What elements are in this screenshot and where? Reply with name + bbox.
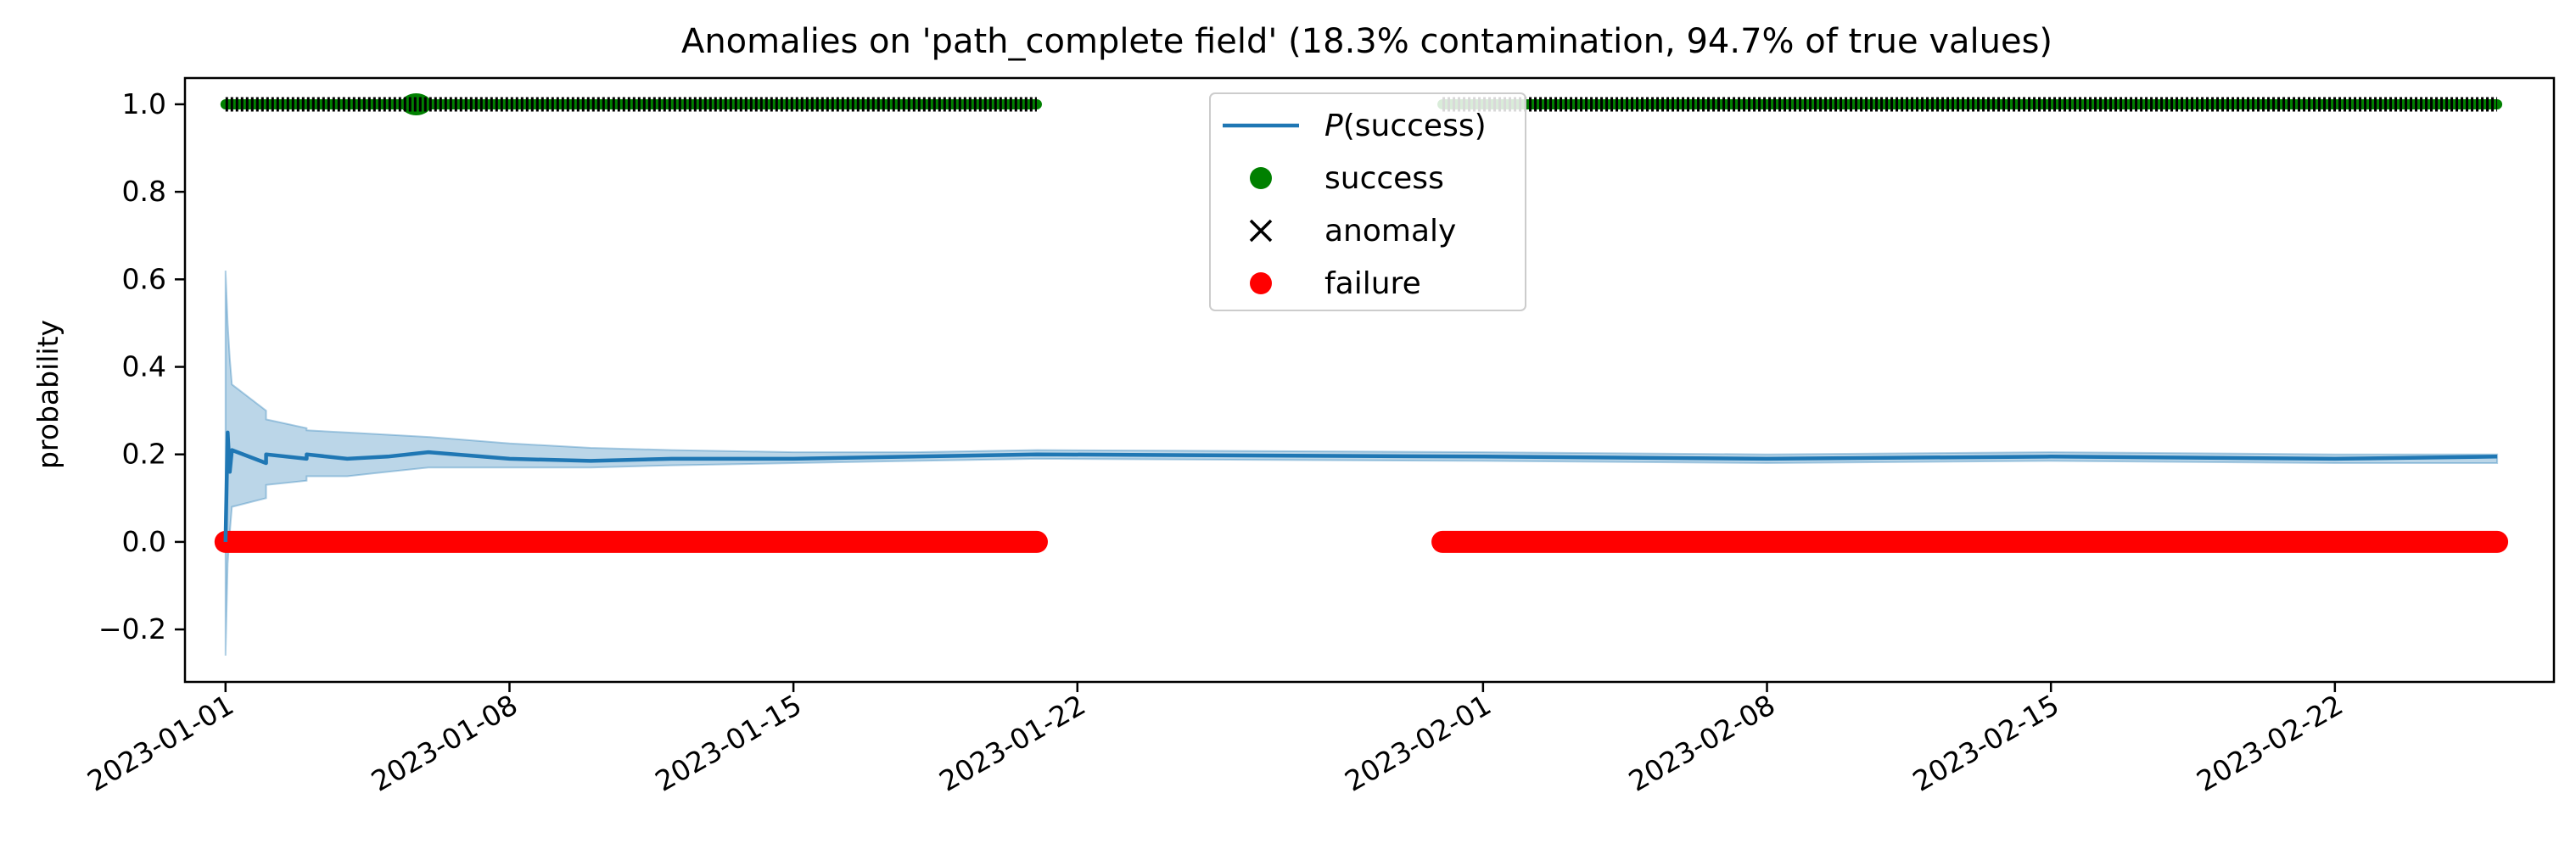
legend-label: failure (1324, 266, 1421, 301)
x-tick-label: 2023-01-15 (650, 688, 808, 798)
y-tick-label: 0.2 (122, 438, 166, 471)
y-axis-label: probability (31, 320, 64, 469)
legend-label-rest: (success) (1343, 109, 1487, 143)
x-tick-label: 2023-02-01 (1339, 688, 1497, 798)
x-tick-label: 2023-02-22 (2191, 688, 2349, 798)
legend-dot-icon (1250, 272, 1272, 294)
y-tick-label: 0.4 (122, 350, 166, 383)
confidence-band (224, 270, 2499, 656)
x-tick-label: 2023-01-22 (933, 688, 1091, 798)
y-tick-label: 0.8 (122, 175, 166, 208)
legend-box (1209, 92, 1526, 311)
y-tick-label: 0.0 (122, 525, 166, 558)
chart-title: Anomalies on 'path_complete field' (18.3… (681, 22, 2052, 61)
y-axis: −0.2 0.0 0.2 0.4 0.6 0.8 1.0 (98, 87, 185, 645)
legend-label-italic-part: P (1324, 109, 1343, 143)
x-tick-label: 2023-02-15 (1907, 688, 2065, 798)
legend-x-icon (1249, 219, 1273, 243)
x-axis: 2023-01-01 2023-01-08 2023-01-15 2023-01-22… (81, 682, 2349, 798)
y-tick-label: −0.2 (98, 612, 166, 645)
x-tick-label: 2023-01-01 (81, 688, 239, 798)
legend-label: success (1324, 161, 1444, 196)
x-tick-label: 2023-01-08 (366, 688, 524, 798)
legend: P(success) success anomaly failure (1209, 92, 1526, 311)
y-tick-label: 0.6 (122, 262, 166, 295)
probability-line (223, 430, 2498, 542)
legend-label: anomaly (1324, 214, 1456, 249)
plot-frame (183, 76, 2556, 684)
plot-area (214, 92, 2509, 656)
x-tick-label: 2023-02-08 (1623, 688, 1781, 798)
legend-dot-icon (1250, 167, 1272, 189)
y-tick-label: 1.0 (122, 87, 166, 120)
legend-label: P(success) (1324, 109, 1487, 143)
